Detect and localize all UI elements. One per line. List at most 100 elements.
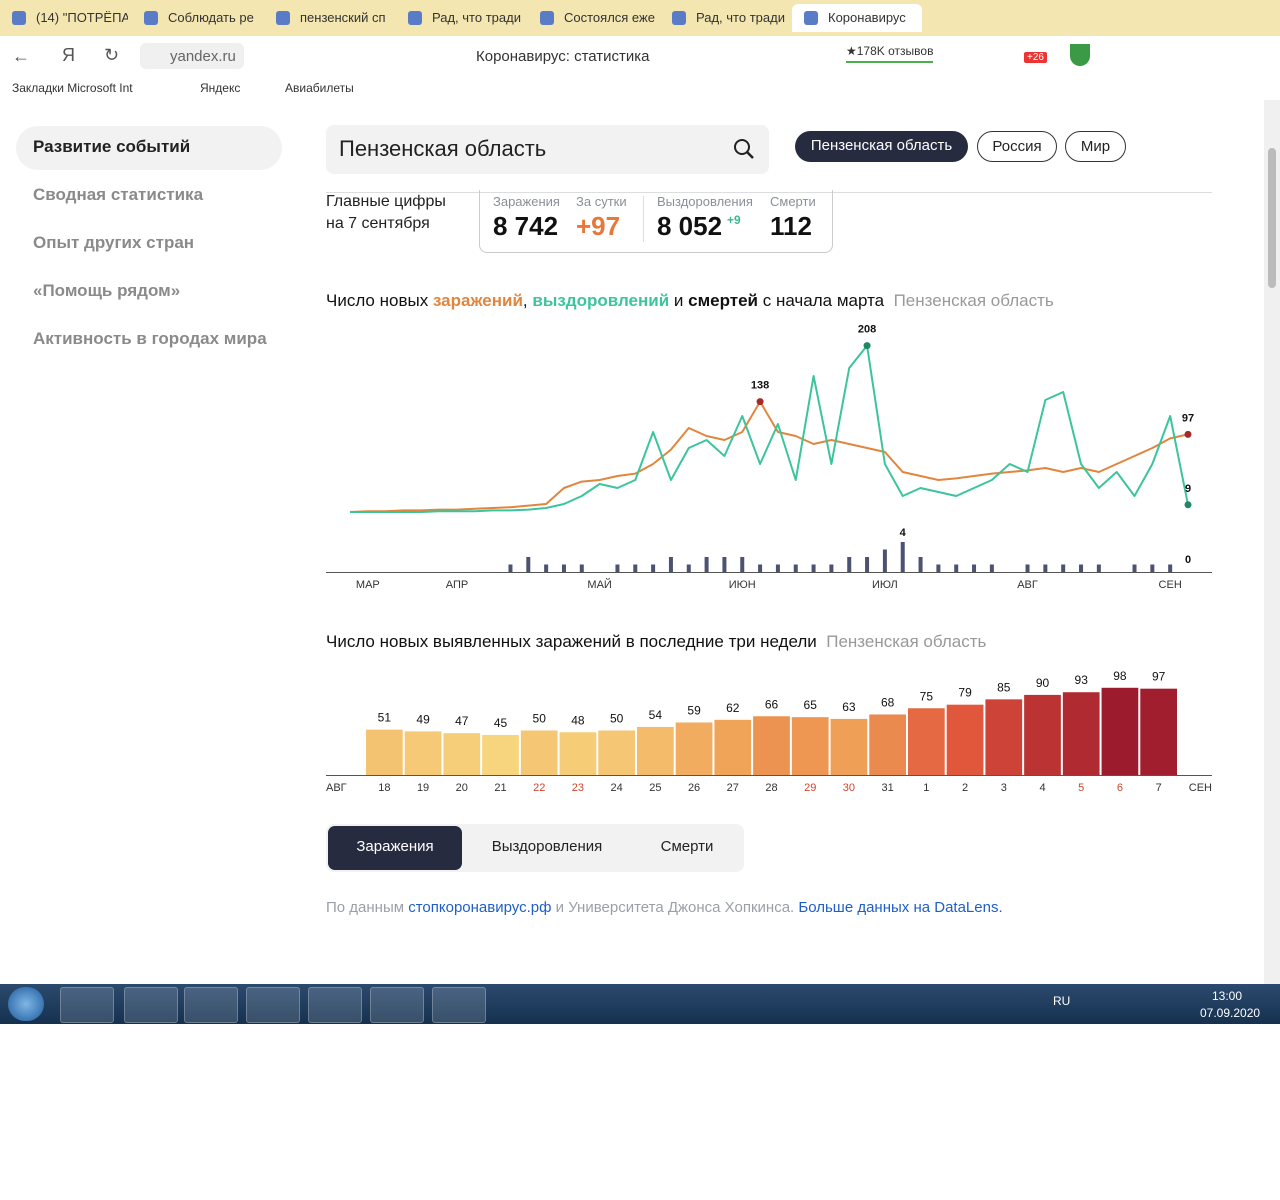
data-label: 4 bbox=[900, 527, 907, 539]
x-tick-label: 20 bbox=[456, 782, 468, 794]
caption-line: Главные цифры bbox=[326, 193, 446, 210]
url[interactable]: yandex.ru bbox=[170, 48, 236, 65]
footer-text: По данным bbox=[326, 899, 409, 916]
title-part: , bbox=[522, 291, 533, 310]
data-label: 65 bbox=[804, 698, 818, 712]
summary-label: Выздоровления bbox=[657, 194, 753, 209]
start-button[interactable] bbox=[8, 987, 44, 1021]
data-label: 54 bbox=[649, 708, 663, 722]
data-label: 62 bbox=[726, 701, 740, 715]
bar bbox=[753, 716, 790, 775]
death-bar bbox=[722, 557, 727, 572]
x-tick-label: 1 bbox=[923, 782, 929, 794]
tab[interactable]: (14) "ПОТРЁПА bbox=[0, 4, 128, 32]
taskbar-app[interactable] bbox=[308, 987, 362, 1023]
death-bar bbox=[954, 564, 959, 572]
title-part: и bbox=[669, 291, 689, 310]
summary-label: За сутки bbox=[576, 194, 627, 209]
taskbar-app[interactable] bbox=[432, 987, 486, 1023]
search-box[interactable]: Пензенская область bbox=[326, 125, 769, 174]
x-tick-label: 19 bbox=[417, 782, 429, 794]
nav-item[interactable]: Опыт других стран bbox=[33, 233, 195, 252]
clock-time[interactable]: 13:00 bbox=[1212, 989, 1243, 1003]
chart-title: Число новых выявленных заражений в после… bbox=[326, 632, 986, 652]
metric-option[interactable]: Заражения bbox=[356, 838, 434, 855]
point bbox=[863, 342, 871, 350]
nav-item[interactable]: Развитие событий bbox=[33, 137, 191, 156]
nav-item[interactable]: Сводная статистика bbox=[33, 185, 204, 204]
metric-option[interactable]: Выздоровления bbox=[491, 838, 603, 855]
region-button[interactable]: Пензенская область bbox=[795, 131, 968, 162]
taskbar-app[interactable] bbox=[124, 987, 178, 1023]
page-title: Коронавирус: статистика bbox=[476, 48, 650, 65]
data-label: 45 bbox=[494, 716, 508, 730]
search-query[interactable]: Пензенская область bbox=[339, 136, 547, 161]
data-label: 49 bbox=[416, 712, 430, 726]
badge[interactable]: +26 bbox=[1024, 52, 1047, 63]
url-box[interactable] bbox=[140, 43, 244, 69]
bar bbox=[637, 726, 674, 775]
death-bar bbox=[865, 557, 870, 572]
summary-caption: Главные цифры на 7 сентября bbox=[326, 191, 446, 235]
footer-link[interactable]: Больше данных на DataLens. bbox=[798, 899, 1003, 916]
bookmarks-bar: Закладки Microsoft Int Яндекс Авиабилеты bbox=[0, 76, 1280, 100]
point bbox=[1184, 430, 1192, 438]
tab[interactable]: пензенский сп bbox=[264, 4, 392, 32]
death-bar bbox=[615, 564, 620, 572]
tab[interactable]: Рад, что тради bbox=[396, 4, 524, 32]
footer-link[interactable]: стопкоронавирус.рф bbox=[408, 899, 552, 916]
bar bbox=[404, 731, 442, 775]
taskbar-app[interactable] bbox=[246, 987, 300, 1023]
bar bbox=[1062, 692, 1100, 775]
taskbar-app[interactable] bbox=[370, 987, 424, 1023]
nav-item[interactable]: Активность в городах мира bbox=[33, 329, 267, 348]
data-label: 66 bbox=[765, 697, 779, 711]
protect-icon[interactable] bbox=[1070, 44, 1090, 66]
tab-icon bbox=[276, 11, 290, 25]
bookmark[interactable]: Авиабилеты bbox=[285, 81, 354, 95]
recovered-day: +9 bbox=[727, 213, 741, 227]
x-tick-label: 21 bbox=[494, 782, 506, 794]
taskbar: RU 13:00 07.09.2020 bbox=[0, 984, 1280, 1024]
bar bbox=[559, 732, 597, 775]
reload-button[interactable]: ↻ bbox=[104, 45, 120, 65]
tab[interactable]: Соблюдать ре bbox=[132, 4, 260, 32]
tab[interactable]: Состоялся еже bbox=[528, 4, 656, 32]
active-metric[interactable] bbox=[328, 826, 462, 870]
death-bar bbox=[1061, 564, 1066, 572]
bar bbox=[443, 733, 481, 775]
metric-option[interactable]: Смерти bbox=[660, 838, 714, 855]
tab[interactable]: Рад, что тради bbox=[660, 4, 788, 32]
scroll-thumb[interactable] bbox=[1268, 148, 1276, 288]
yandex-button[interactable]: Я bbox=[62, 45, 75, 65]
bookmark[interactable]: Яндекс bbox=[200, 81, 241, 95]
search-icon[interactable] bbox=[732, 137, 756, 161]
bar bbox=[366, 729, 403, 775]
active-nav[interactable] bbox=[16, 126, 282, 170]
region-button[interactable]: Мир bbox=[1065, 131, 1126, 162]
back-button[interactable]: ← bbox=[12, 46, 30, 66]
line-chart: МАР АПР МАЙ ИЮН ИЮЛ АВГ СЕН 138 97 208 9 4 0 bbox=[326, 324, 1212, 591]
death-bar bbox=[508, 564, 513, 572]
taskbar-app[interactable] bbox=[184, 987, 238, 1023]
reviews[interactable]: ★178K отзывов bbox=[846, 44, 934, 63]
bar bbox=[908, 708, 945, 775]
clock-date[interactable]: 07.09.2020 bbox=[1200, 1006, 1261, 1020]
bar bbox=[1140, 688, 1177, 775]
language[interactable]: RU bbox=[1053, 994, 1071, 1008]
data-label: 63 bbox=[842, 700, 856, 714]
page: (14) "ПОТРЁПА Соблюдать ре пензенский сп Ра… bbox=[0, 0, 1280, 1024]
data-label: 50 bbox=[533, 712, 547, 726]
nav-item[interactable]: «Помощь рядом» bbox=[33, 281, 181, 300]
period-label: АВГ bbox=[326, 782, 347, 794]
tab-bar: (14) "ПОТРЁПА Соблюдать ре пензенский сп Ра… bbox=[0, 0, 1280, 36]
x-tick-label: 2 bbox=[962, 782, 968, 794]
scrollbar[interactable] bbox=[1264, 100, 1280, 984]
death-bar bbox=[758, 564, 763, 572]
bookmark[interactable]: Закладки Microsoft Int bbox=[12, 81, 133, 95]
taskbar-app[interactable] bbox=[60, 987, 114, 1023]
data-label: 47 bbox=[455, 714, 469, 728]
region-button[interactable]: Россия bbox=[977, 131, 1057, 162]
tab-icon bbox=[144, 11, 158, 25]
tab[interactable]: Коронавирус bbox=[792, 4, 922, 32]
